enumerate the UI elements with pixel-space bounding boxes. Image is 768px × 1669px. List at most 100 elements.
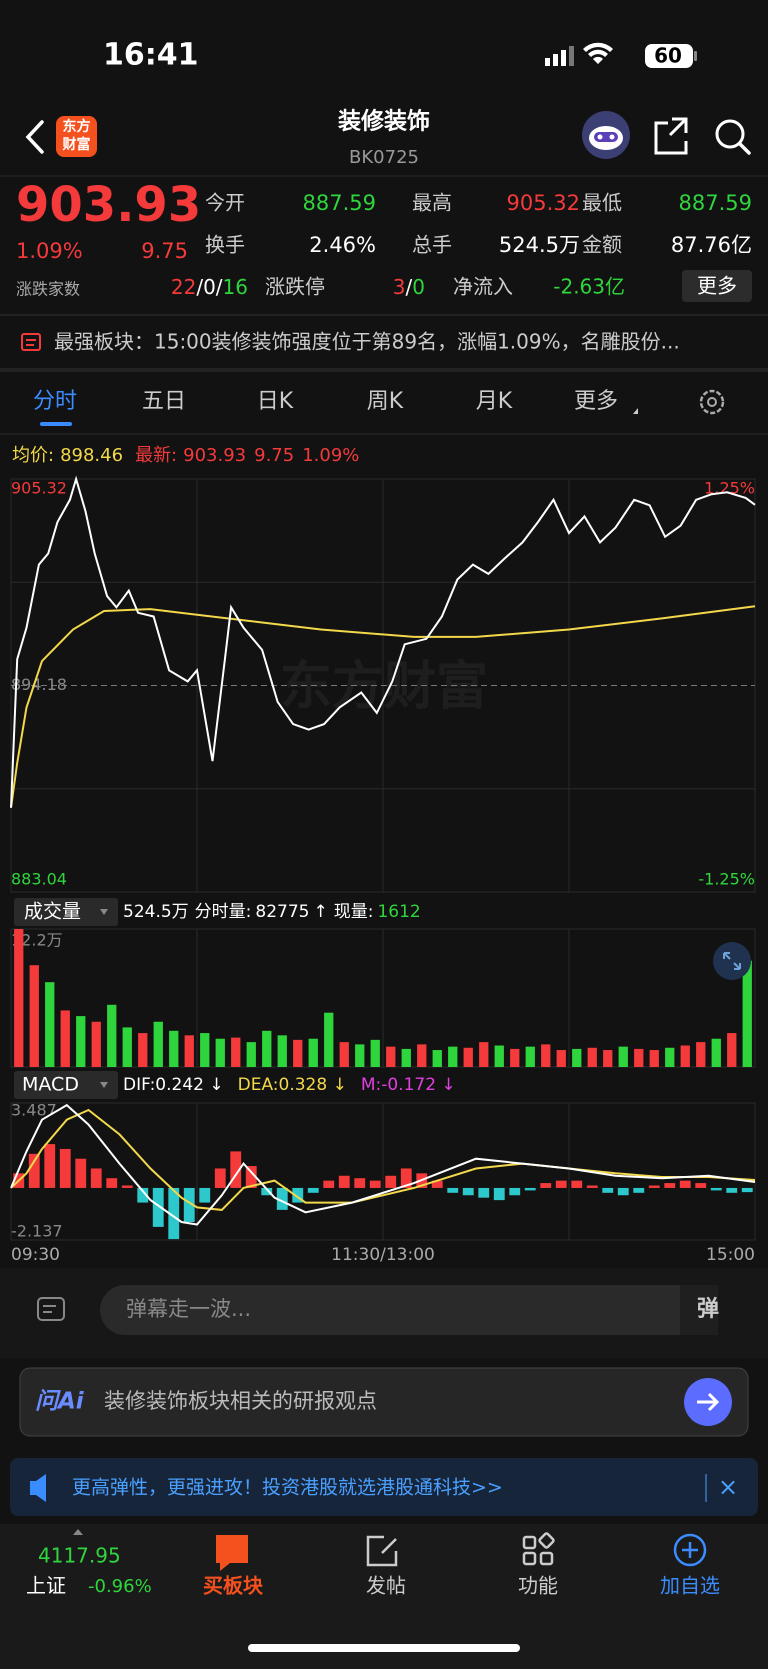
index-name[interactable]: 上证	[26, 1574, 66, 1598]
field-value: 2.46%	[309, 233, 376, 257]
more-button[interactable]	[682, 270, 752, 302]
volume-bar	[138, 1033, 148, 1067]
inflow: -2.63亿	[553, 275, 625, 299]
macd-selector[interactable]	[14, 1071, 118, 1099]
pct-label: -1.25%	[698, 870, 755, 889]
volume-bar	[463, 1047, 473, 1067]
comment-icon[interactable]	[37, 1297, 65, 1321]
volume-bar	[742, 960, 752, 1067]
volume-bar	[277, 1035, 287, 1067]
volume-bar	[107, 1004, 117, 1067]
title: 装修装饰	[338, 108, 430, 135]
volume-frame	[10, 928, 756, 1068]
volume-bar	[649, 1050, 659, 1067]
volume-bar	[14, 929, 24, 1067]
field-label: 金额	[582, 233, 622, 257]
search-icon[interactable]	[715, 119, 751, 155]
logo[interactable]	[56, 116, 97, 157]
share-icon[interactable]	[654, 117, 688, 155]
comment-input[interactable]	[100, 1285, 718, 1335]
battery-level: 60	[654, 44, 682, 68]
macd-bar	[679, 1180, 691, 1188]
field-label: 最低	[582, 191, 622, 215]
volume-bar	[711, 1038, 721, 1067]
volume-bar	[355, 1044, 365, 1067]
back-button[interactable]	[25, 120, 44, 154]
volume-bar	[339, 1042, 349, 1067]
tab[interactable]: 更多	[574, 389, 618, 414]
dif-line	[10, 1103, 756, 1226]
watermark: 东方财富	[280, 657, 488, 717]
tab[interactable]: 分时	[33, 389, 77, 414]
macd-bar	[183, 1187, 195, 1223]
volume-bar	[91, 1021, 101, 1067]
volume-bar	[618, 1046, 628, 1067]
macd-bar	[648, 1185, 660, 1188]
nav-item[interactable]: 发帖	[366, 1574, 406, 1598]
ai-bar[interactable]	[19, 1367, 749, 1437]
breadth: 22/0/16	[171, 275, 248, 299]
change: 9.75	[141, 239, 188, 263]
more-label: 更多	[697, 274, 737, 298]
macd-bar	[90, 1168, 102, 1188]
macd-bar	[400, 1168, 412, 1188]
tab[interactable]: 五日	[142, 389, 186, 414]
macd-bar	[633, 1187, 645, 1193]
macd-bar	[431, 1180, 443, 1188]
volume-selector[interactable]	[14, 898, 118, 926]
volume-bar	[680, 1045, 690, 1067]
volume-bar	[494, 1045, 504, 1067]
volume-bar	[215, 1038, 225, 1067]
nav-item[interactable]: 加自选	[660, 1574, 720, 1598]
macd-bar	[106, 1178, 118, 1188]
volume-bar	[293, 1039, 303, 1067]
macd-bar	[28, 1153, 40, 1188]
macd-bar	[199, 1187, 211, 1203]
tab-underline	[40, 422, 72, 426]
y-tick-label: 12.2万	[11, 931, 63, 950]
index-value[interactable]: 4117.95	[38, 1544, 121, 1568]
macd-bar	[152, 1187, 164, 1227]
volume-bar	[60, 1010, 70, 1067]
macd-bar	[710, 1187, 722, 1191]
macd-bar	[245, 1166, 257, 1188]
field-label: 今开	[205, 191, 245, 215]
ad-bar[interactable]	[10, 1458, 758, 1516]
macd-bar	[664, 1183, 676, 1188]
volume-bar	[541, 1044, 551, 1067]
assistant-icon[interactable]	[582, 111, 630, 159]
index-change[interactable]: -0.96%	[88, 1576, 152, 1597]
macd-bar	[369, 1180, 381, 1188]
comment-button[interactable]: 弹	[697, 1297, 719, 1322]
expand-button[interactable]	[713, 942, 751, 980]
tab[interactable]: 日K	[257, 389, 294, 414]
volume-bar	[122, 1027, 132, 1067]
send-arrow	[697, 1392, 720, 1412]
y-tick-label: 3.487	[11, 1101, 57, 1120]
tab[interactable]: 周K	[367, 389, 404, 414]
macd-bar	[478, 1187, 490, 1198]
tab[interactable]: 月K	[476, 389, 513, 414]
macd-bar	[524, 1187, 536, 1191]
nav-item[interactable]: 买板块	[203, 1574, 264, 1598]
field-value: 887.59	[679, 191, 752, 215]
macd-bar	[59, 1148, 71, 1188]
volume-bar	[29, 965, 39, 1067]
volume-bar	[308, 1038, 318, 1067]
macd-bar	[726, 1187, 738, 1193]
volume-bar	[696, 1042, 706, 1067]
dropdown-icon	[100, 909, 108, 915]
news[interactable]: 最强板块：15:00装修装饰强度位于第89名，涨幅1.09%，名雕股份...	[54, 330, 680, 354]
field-value: 87.76亿	[671, 233, 752, 257]
macd-bar	[571, 1180, 583, 1188]
time-label: 15:00	[706, 1245, 755, 1265]
macd-bar	[447, 1187, 459, 1193]
ad-close[interactable]: ×	[718, 1473, 738, 1501]
nav-item[interactable]: 功能	[518, 1574, 558, 1598]
settings-icon[interactable]	[699, 389, 725, 415]
macd-bar	[137, 1187, 149, 1203]
volume-bar	[200, 1033, 210, 1067]
post-icon	[366, 1535, 398, 1567]
